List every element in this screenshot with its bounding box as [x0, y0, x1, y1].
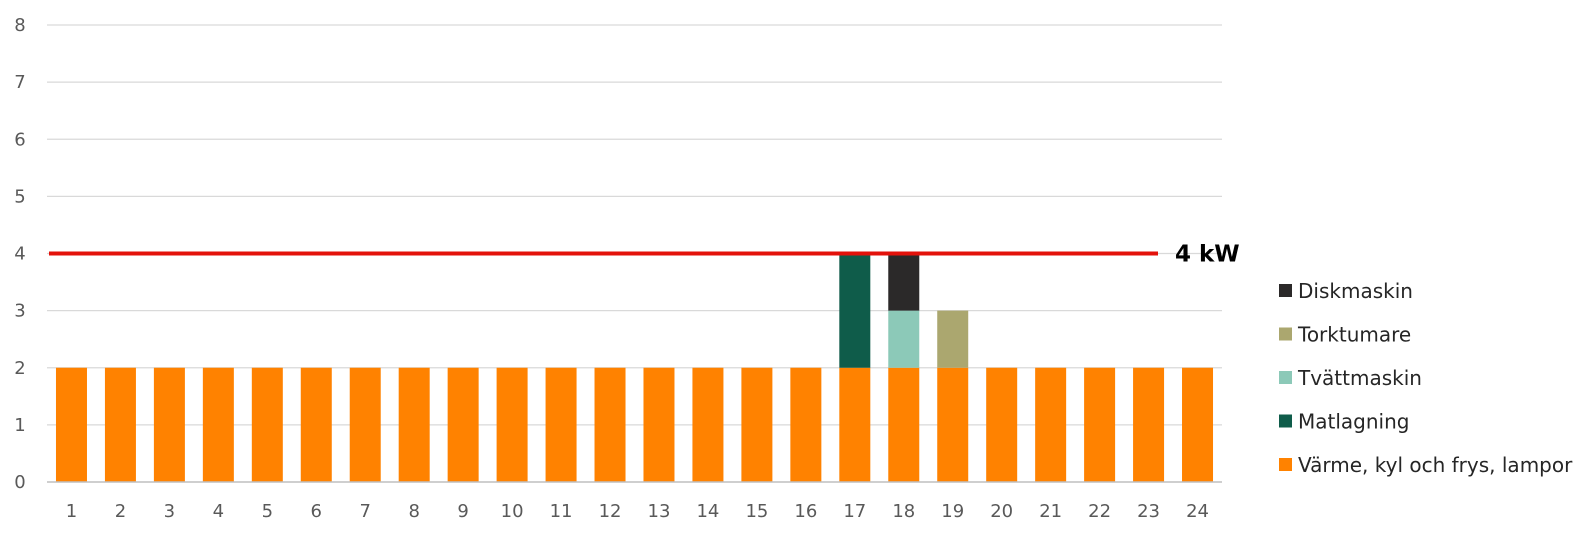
bar-19-series-0: [937, 367, 969, 482]
bar-9-series-0: [447, 367, 479, 482]
legend-swatch: [1279, 414, 1292, 428]
x-tick-label: 18: [892, 501, 915, 522]
bar-2-series-0: [104, 367, 136, 482]
x-tick-label: 12: [599, 501, 622, 522]
x-tick-label: 5: [262, 501, 273, 522]
bar-12-series-0: [594, 367, 626, 482]
reference-line-label: 4 kW: [1175, 242, 1240, 268]
x-tick-label: 22: [1088, 501, 1111, 522]
x-axis-tick-labels: 1 2 3 4 5 6 7 8 9 10 11 12 13 14 15 16 17 18 19 20 21 22 23 24: [66, 501, 1209, 522]
y-tick-label: 4: [14, 244, 25, 265]
bar-19-series-3: [937, 310, 969, 368]
bar-16-series-0: [790, 367, 822, 482]
gridlines: [47, 24, 1222, 426]
x-tick-label: 23: [1137, 501, 1160, 522]
bar-5-series-0: [251, 367, 283, 482]
legend-label: Diskmaskin: [1298, 279, 1413, 303]
legend-swatch: [1279, 284, 1292, 297]
y-tick-label: 1: [14, 415, 25, 436]
bar-4-series-0: [202, 367, 234, 482]
bar-20-series-0: [986, 367, 1018, 482]
reference-line-group: 4 kW: [49, 242, 1240, 268]
x-tick-label: 24: [1186, 501, 1209, 522]
bar-6-series-0: [300, 367, 332, 482]
bars: [55, 253, 1214, 482]
x-tick-label: 4: [213, 501, 224, 522]
legend-label: Matlagning: [1298, 410, 1409, 434]
x-tick-label: 9: [457, 501, 468, 522]
legend-label: Värme, kyl och frys, lampor: [1298, 453, 1573, 477]
x-tick-label: 19: [941, 501, 964, 522]
legend-swatch: [1279, 458, 1292, 471]
legend-swatch: [1279, 327, 1292, 341]
x-tick-label: 8: [408, 501, 419, 522]
x-tick-label: 6: [311, 501, 322, 522]
bar-22-series-0: [1084, 367, 1116, 482]
y-tick-label: 5: [14, 186, 25, 207]
bar-11-series-0: [545, 367, 577, 482]
x-tick-label: 17: [843, 501, 866, 522]
x-tick-label: 3: [164, 501, 175, 522]
legend-label: Torktumare: [1297, 323, 1411, 347]
bar-10-series-0: [496, 367, 528, 482]
y-axis-tick-labels: 0 1 2 3 4 5 6 7 8: [14, 15, 25, 493]
x-tick-label: 13: [648, 501, 671, 522]
y-tick-label: 7: [14, 72, 25, 93]
x-tick-label: 7: [360, 501, 371, 522]
bar-24-series-0: [1182, 367, 1214, 482]
x-tick-label: 1: [66, 501, 77, 522]
y-tick-label: 2: [14, 358, 25, 379]
bar-8-series-0: [398, 367, 430, 482]
x-tick-label: 11: [550, 501, 573, 522]
x-tick-label: 21: [1039, 501, 1062, 522]
bar-21-series-0: [1035, 367, 1067, 482]
bar-17-series-1: [839, 253, 871, 368]
x-tick-label: 15: [745, 501, 768, 522]
x-tick-label: 10: [501, 501, 524, 522]
y-tick-label: 0: [14, 472, 25, 493]
x-tick-label: 16: [794, 501, 817, 522]
bar-14-series-0: [692, 367, 724, 482]
bar-23-series-0: [1133, 367, 1165, 482]
bar-1-series-0: [55, 367, 87, 482]
bar-18-series-2: [888, 310, 920, 368]
bar-13-series-0: [643, 367, 675, 482]
legend-swatch: [1279, 371, 1292, 384]
bar-18-series-0: [888, 367, 920, 482]
x-tick-label: 20: [990, 501, 1013, 522]
y-tick-label: 3: [14, 301, 25, 322]
x-tick-label: 2: [115, 501, 126, 522]
bar-18-series-4: [888, 253, 920, 311]
bar-3-series-0: [153, 367, 185, 482]
bar-17-series-0: [839, 367, 871, 482]
x-tick-label: 14: [696, 501, 719, 522]
y-tick-label: 6: [14, 129, 25, 150]
legend-label: Tvättmaskin: [1297, 366, 1422, 390]
y-tick-label: 8: [14, 15, 25, 36]
legend: Diskmaskin Torktumare Tvättmaskin Matlagnin…: [1279, 279, 1573, 477]
bar-15-series-0: [741, 367, 773, 482]
bar-7-series-0: [349, 367, 381, 482]
